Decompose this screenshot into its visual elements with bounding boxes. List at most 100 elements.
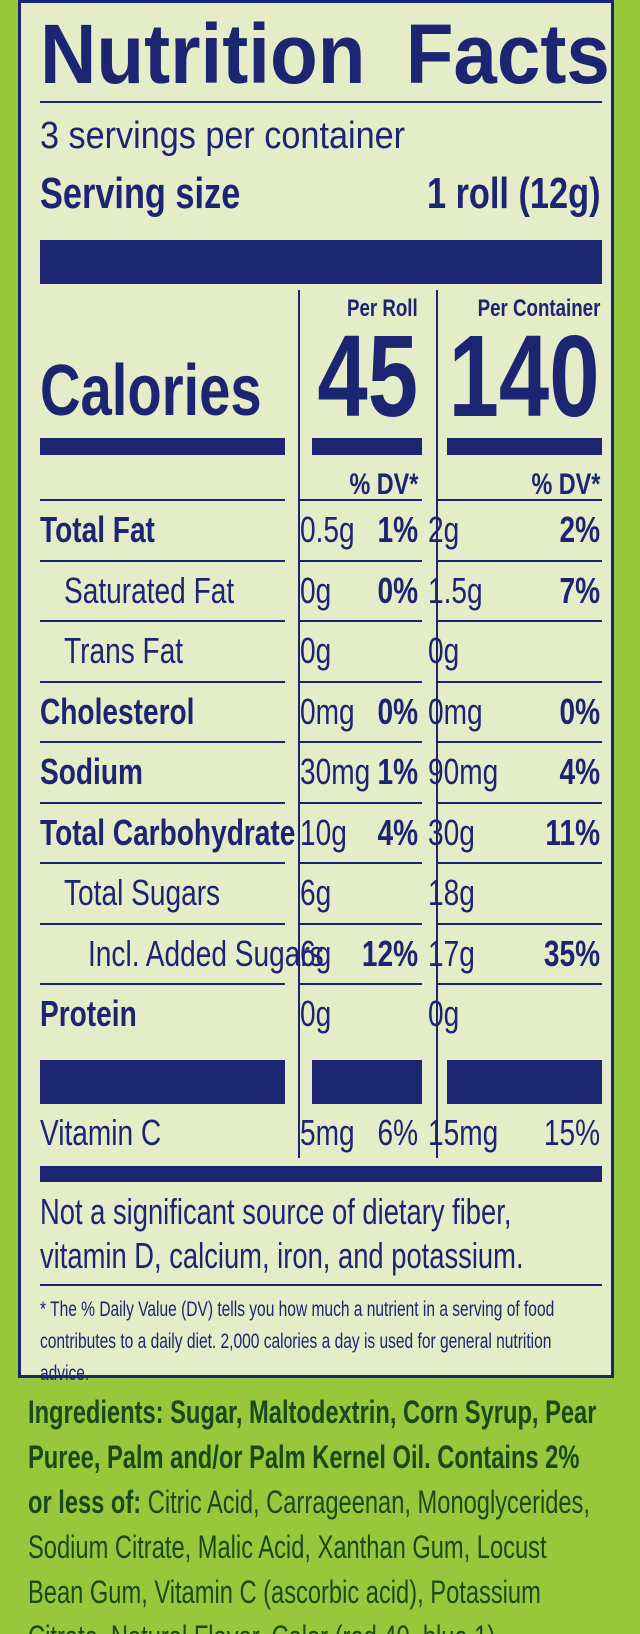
rule: [40, 620, 285, 622]
footnote: * The % Daily Value (DV) tells you how m…: [40, 1298, 555, 1385]
amount: 0g: [428, 993, 460, 1034]
rule: [40, 1284, 602, 1286]
dv-heading: % DV*: [349, 468, 418, 501]
nutrient: Vitamin C: [40, 1112, 162, 1153]
nutrition-label: [18, 0, 614, 1378]
amount: 90mg: [428, 751, 499, 792]
per-roll-calories: 45: [317, 311, 418, 441]
rule: [40, 862, 285, 864]
amount: 0mg: [428, 690, 483, 732]
daily-value: 12%: [361, 932, 418, 974]
rule: [300, 499, 422, 501]
amount: 0g: [428, 630, 460, 671]
amount: 0g: [300, 569, 332, 611]
nutrient: Sodium: [40, 751, 143, 792]
nutrient: Saturated Fat: [64, 569, 235, 611]
calories-label: Calories: [40, 351, 262, 431]
column-divider: [436, 290, 438, 1158]
amount: 18g: [428, 872, 475, 913]
nutrient: Incl. Added Sugars: [88, 932, 324, 974]
rule: [300, 922, 422, 925]
amount: 5mg: [300, 1112, 355, 1153]
ingredients: Ingredients: Sugar, Maltodextrin, Corn S…: [28, 1390, 605, 1634]
daily-value: 1%: [377, 751, 418, 792]
amount: 0mg: [300, 690, 355, 732]
rule: [438, 922, 602, 925]
rule: [40, 680, 285, 683]
servings: 3 servings per container: [40, 115, 406, 157]
dv-heading: % DV*: [531, 468, 600, 501]
daily-value: 15%: [543, 1112, 600, 1153]
rule: [300, 862, 422, 864]
rule: [300, 983, 422, 985]
rule: [40, 741, 285, 743]
daily-value: 4%: [377, 811, 418, 853]
rule: [438, 741, 602, 743]
rule: [438, 983, 602, 985]
daily-value: 7%: [559, 569, 600, 611]
nutrient: Protein: [40, 993, 137, 1034]
rule: [438, 559, 602, 562]
amount: 6g: [300, 872, 332, 913]
rule: [300, 741, 422, 743]
amount: 6g: [300, 932, 332, 974]
serving-size-label: Serving size: [40, 169, 241, 218]
daily-value: 0%: [377, 690, 418, 732]
daily-value: 1%: [377, 509, 418, 550]
daily-value: 11%: [545, 811, 600, 853]
bar: [312, 438, 422, 455]
rule: [40, 801, 285, 804]
daily-value: 4%: [559, 751, 600, 792]
amount: 2g: [428, 509, 460, 550]
nutrient: Total Carbohydrate: [40, 811, 296, 853]
not-significant: Not a significant source of dietary fibe…: [40, 1191, 524, 1276]
nutrient: Cholesterol: [40, 690, 195, 732]
bar: [447, 1060, 602, 1104]
rule: [438, 801, 602, 804]
daily-value: 6%: [377, 1112, 418, 1153]
bar: [447, 438, 602, 455]
rule: [300, 680, 422, 683]
bar: [40, 1166, 602, 1182]
serving-size: 1 roll (12g): [426, 169, 600, 218]
amount: 15mg: [428, 1112, 499, 1153]
amount: 10g: [300, 811, 347, 853]
rule: [300, 620, 422, 622]
bar: [40, 438, 285, 455]
ingredients-bold: Ingredients: Sugar, Maltodextrin, Corn S…: [28, 1394, 597, 1520]
rule: [40, 101, 602, 103]
amount: 17g: [428, 932, 475, 974]
nutrient: Total Fat: [40, 509, 155, 550]
amount: 0.5g: [300, 509, 355, 550]
amount: 30g: [428, 811, 475, 853]
title: Nutrition Facts: [40, 7, 610, 101]
rule: [438, 680, 602, 683]
amount: 0g: [300, 993, 332, 1034]
daily-value: 0%: [559, 690, 600, 732]
per-container-calories: 140: [449, 311, 600, 441]
rule: [438, 499, 602, 501]
bar: [40, 1060, 285, 1104]
nutrient: Total Sugars: [64, 872, 221, 913]
rule: [40, 983, 285, 985]
per-roll-heading: Per Roll: [347, 295, 418, 322]
nutrient: Trans Fat: [64, 630, 184, 671]
rule: [40, 559, 285, 562]
daily-value: 35%: [543, 932, 600, 974]
ingredients-text: Citric Acid, Carrageenan, Monoglycerides…: [28, 1484, 590, 1634]
rule: [40, 922, 285, 925]
column-divider: [298, 290, 300, 1158]
daily-value: 0%: [377, 569, 418, 611]
per-container-heading: Per Container: [477, 295, 600, 322]
amount: 1.5g: [428, 569, 483, 611]
amount: 0g: [300, 630, 332, 671]
bar: [312, 1060, 422, 1104]
rule: [300, 559, 422, 562]
daily-value: 2%: [559, 509, 600, 550]
rule: [438, 862, 602, 864]
rule: [438, 620, 602, 622]
thick-bar: [40, 240, 602, 284]
amount: 30mg: [300, 751, 371, 792]
rule: [40, 499, 285, 501]
